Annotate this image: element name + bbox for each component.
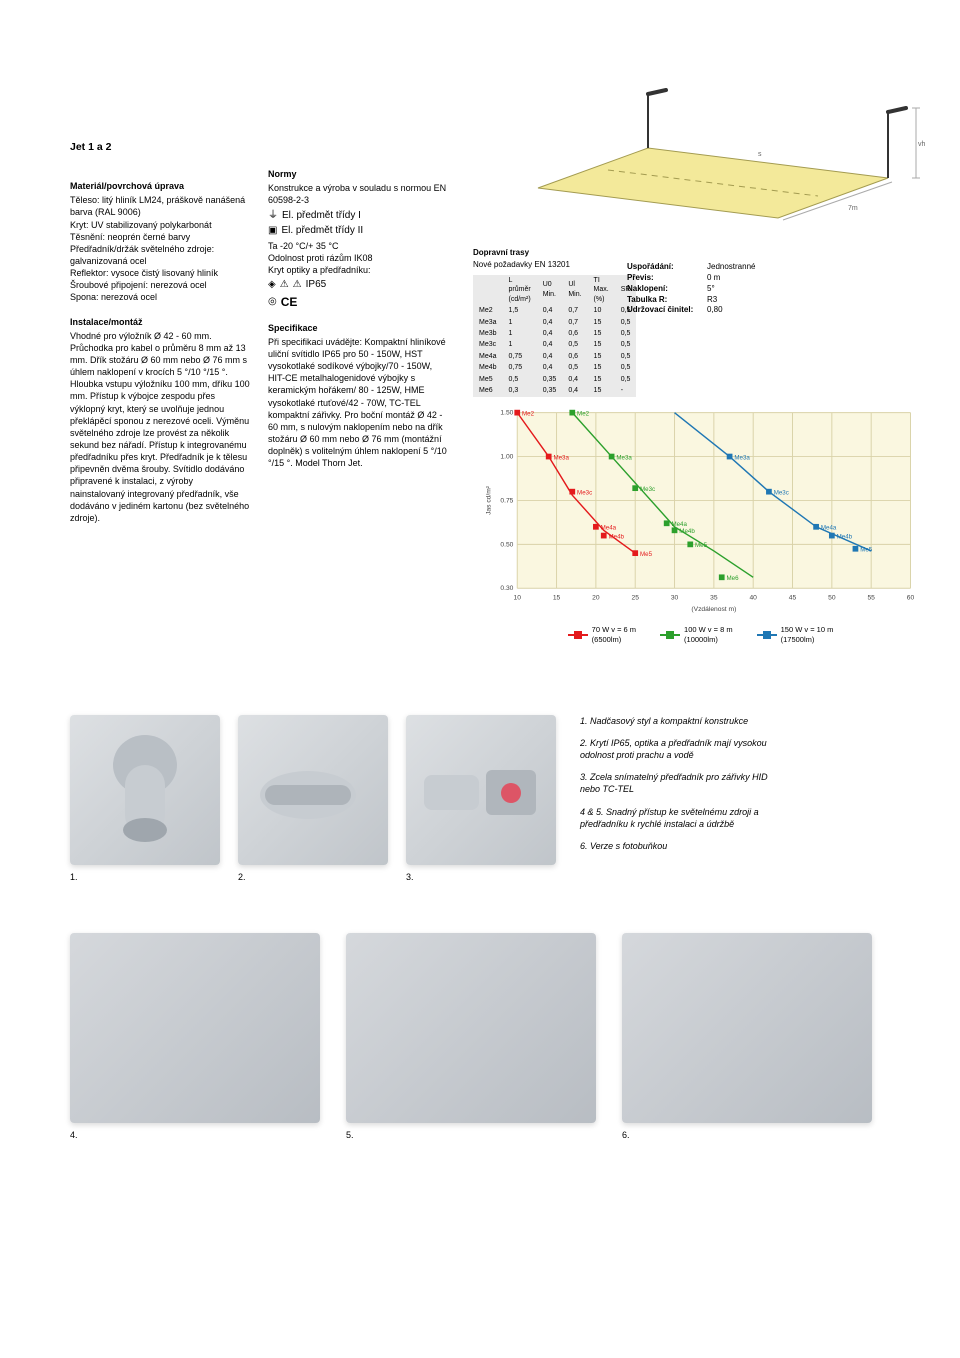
svg-text:Me4b: Me4b [679, 528, 695, 535]
ip-line: ◈ ⚠ ⚠ IP65 [268, 278, 448, 292]
product-photo-4 [70, 933, 320, 1123]
heading-material: Materiál/povrchová úprava [70, 180, 250, 192]
ce-line: ◎ CE [268, 294, 448, 310]
svg-text:Me4b: Me4b [837, 533, 853, 540]
photo-num-6: 6. [622, 1129, 872, 1141]
svg-text:Me4a: Me4a [601, 524, 617, 531]
svg-text:1.50: 1.50 [500, 409, 513, 416]
photo-num-4: 4. [70, 1129, 320, 1141]
svg-text:Me4a: Me4a [821, 524, 837, 531]
svg-text:vh: vh [918, 141, 926, 148]
svg-text:1.00: 1.00 [500, 453, 513, 460]
product-photo-5 [346, 933, 596, 1123]
vde-icon: ◎ [268, 295, 277, 309]
svg-text:15: 15 [553, 594, 561, 601]
svg-text:Me3a: Me3a [734, 454, 750, 461]
svg-text:7m: 7m [848, 205, 858, 212]
svg-text:45: 45 [789, 594, 797, 601]
double-square-icon: ▣ [268, 224, 277, 238]
photo-num-2: 2. [238, 871, 388, 883]
ce-icon: CE [281, 294, 298, 310]
me-table: L průměr (cd/m²)U0 Min.Ul Min.TI Max. (%… [473, 275, 636, 397]
svg-text:25: 25 [631, 594, 639, 601]
svg-text:Me3c: Me3c [577, 489, 592, 496]
product-photo-6 [622, 933, 872, 1123]
svg-text:Me2: Me2 [522, 410, 535, 417]
class2-line: ▣ El. předmět třídy II [268, 224, 448, 238]
warn2-icon: ⚠ [293, 278, 302, 292]
photo-num-5: 5. [346, 1129, 596, 1141]
svg-text:(Vzdálenost m): (Vzdálenost m) [691, 606, 736, 613]
svg-text:35: 35 [710, 594, 718, 601]
svg-text:0.30: 0.30 [500, 585, 513, 592]
svg-text:s: s [758, 151, 762, 158]
product-photo-1 [70, 715, 220, 865]
svg-text:Me5: Me5 [695, 542, 708, 549]
ip-label: Kryt optiky a předřadníku: [268, 264, 448, 276]
svg-text:Me3c: Me3c [774, 489, 789, 496]
svg-text:Me4b: Me4b [609, 533, 625, 540]
product-photo-2 [238, 715, 388, 865]
warn-icon: ⚠ [280, 278, 289, 292]
svg-text:40: 40 [749, 594, 757, 601]
svg-text:0.50: 0.50 [500, 541, 513, 548]
layout-info: Uspořádání:JednostrannéPřevis:0 mNaklope… [627, 252, 755, 396]
photo-num-3: 3. [406, 871, 556, 883]
svg-text:0.75: 0.75 [500, 497, 513, 504]
traffic-heading: Dopravní trasy Nové požadavky EN 13201 [473, 248, 615, 271]
svg-text:Me5: Me5 [860, 546, 873, 553]
svg-text:10: 10 [514, 594, 522, 601]
svg-text:60: 60 [907, 594, 915, 601]
ik-text: Odolnost proti rázům IK08 [268, 252, 448, 264]
chart-legend: 70 W v = 6 m(6500lm)100 W v = 8 m(10000l… [473, 625, 928, 645]
svg-text:Me3c: Me3c [640, 486, 655, 493]
class1-line: ⏚ El. předmět třídy I [268, 209, 448, 223]
diamond-icon: ◈ [268, 278, 276, 292]
luminance-chart: 10 15 20 25 30 35 40 45 50 55 60 0.30 0.50 0.75 1.00 1.… [473, 405, 928, 615]
text-material: Těleso: litý hliník LM24, práškově nanáš… [70, 194, 250, 303]
svg-text:Me2: Me2 [577, 410, 590, 417]
text-install: Vhodné pro výložník Ø 42 - 60 mm. Průcho… [70, 330, 250, 524]
photo-num-1: 1. [70, 871, 220, 883]
ta-text: Ta -20 °C/+ 35 °C [268, 240, 448, 252]
svg-text:Me3a: Me3a [553, 454, 569, 461]
heading-spec: Specifikace [268, 322, 448, 334]
svg-text:20: 20 [592, 594, 600, 601]
svg-text:55: 55 [867, 594, 875, 601]
heading-install: Instalace/montáž [70, 316, 250, 328]
svg-text:Me6: Me6 [727, 575, 740, 582]
svg-text:30: 30 [671, 594, 679, 601]
svg-text:Me4a: Me4a [671, 521, 687, 528]
svg-text:Me3a: Me3a [616, 454, 632, 461]
column-material: Materiál/povrchová úprava Těleso: litý h… [70, 168, 250, 645]
earth-icon: ⏚ [268, 209, 278, 223]
text-spec: Při specifikaci uvádějte: Kompaktní hlin… [268, 336, 448, 470]
heading-norms: Normy [268, 168, 448, 180]
column-norms: Normy Konstrukce a výroba v souladu s no… [268, 168, 448, 645]
product-photo-3 [406, 715, 556, 865]
svg-text:Jas cd/m²: Jas cd/m² [486, 485, 493, 515]
svg-text:Me5: Me5 [640, 551, 653, 558]
svg-text:50: 50 [828, 594, 836, 601]
lane-diagram: vh s 7m [498, 88, 928, 238]
feature-list: 1. Nadčasový styl a kompaktní konstrukce… [574, 715, 774, 883]
text-norms: Konstrukce a výroba v souladu s normou E… [268, 182, 448, 206]
